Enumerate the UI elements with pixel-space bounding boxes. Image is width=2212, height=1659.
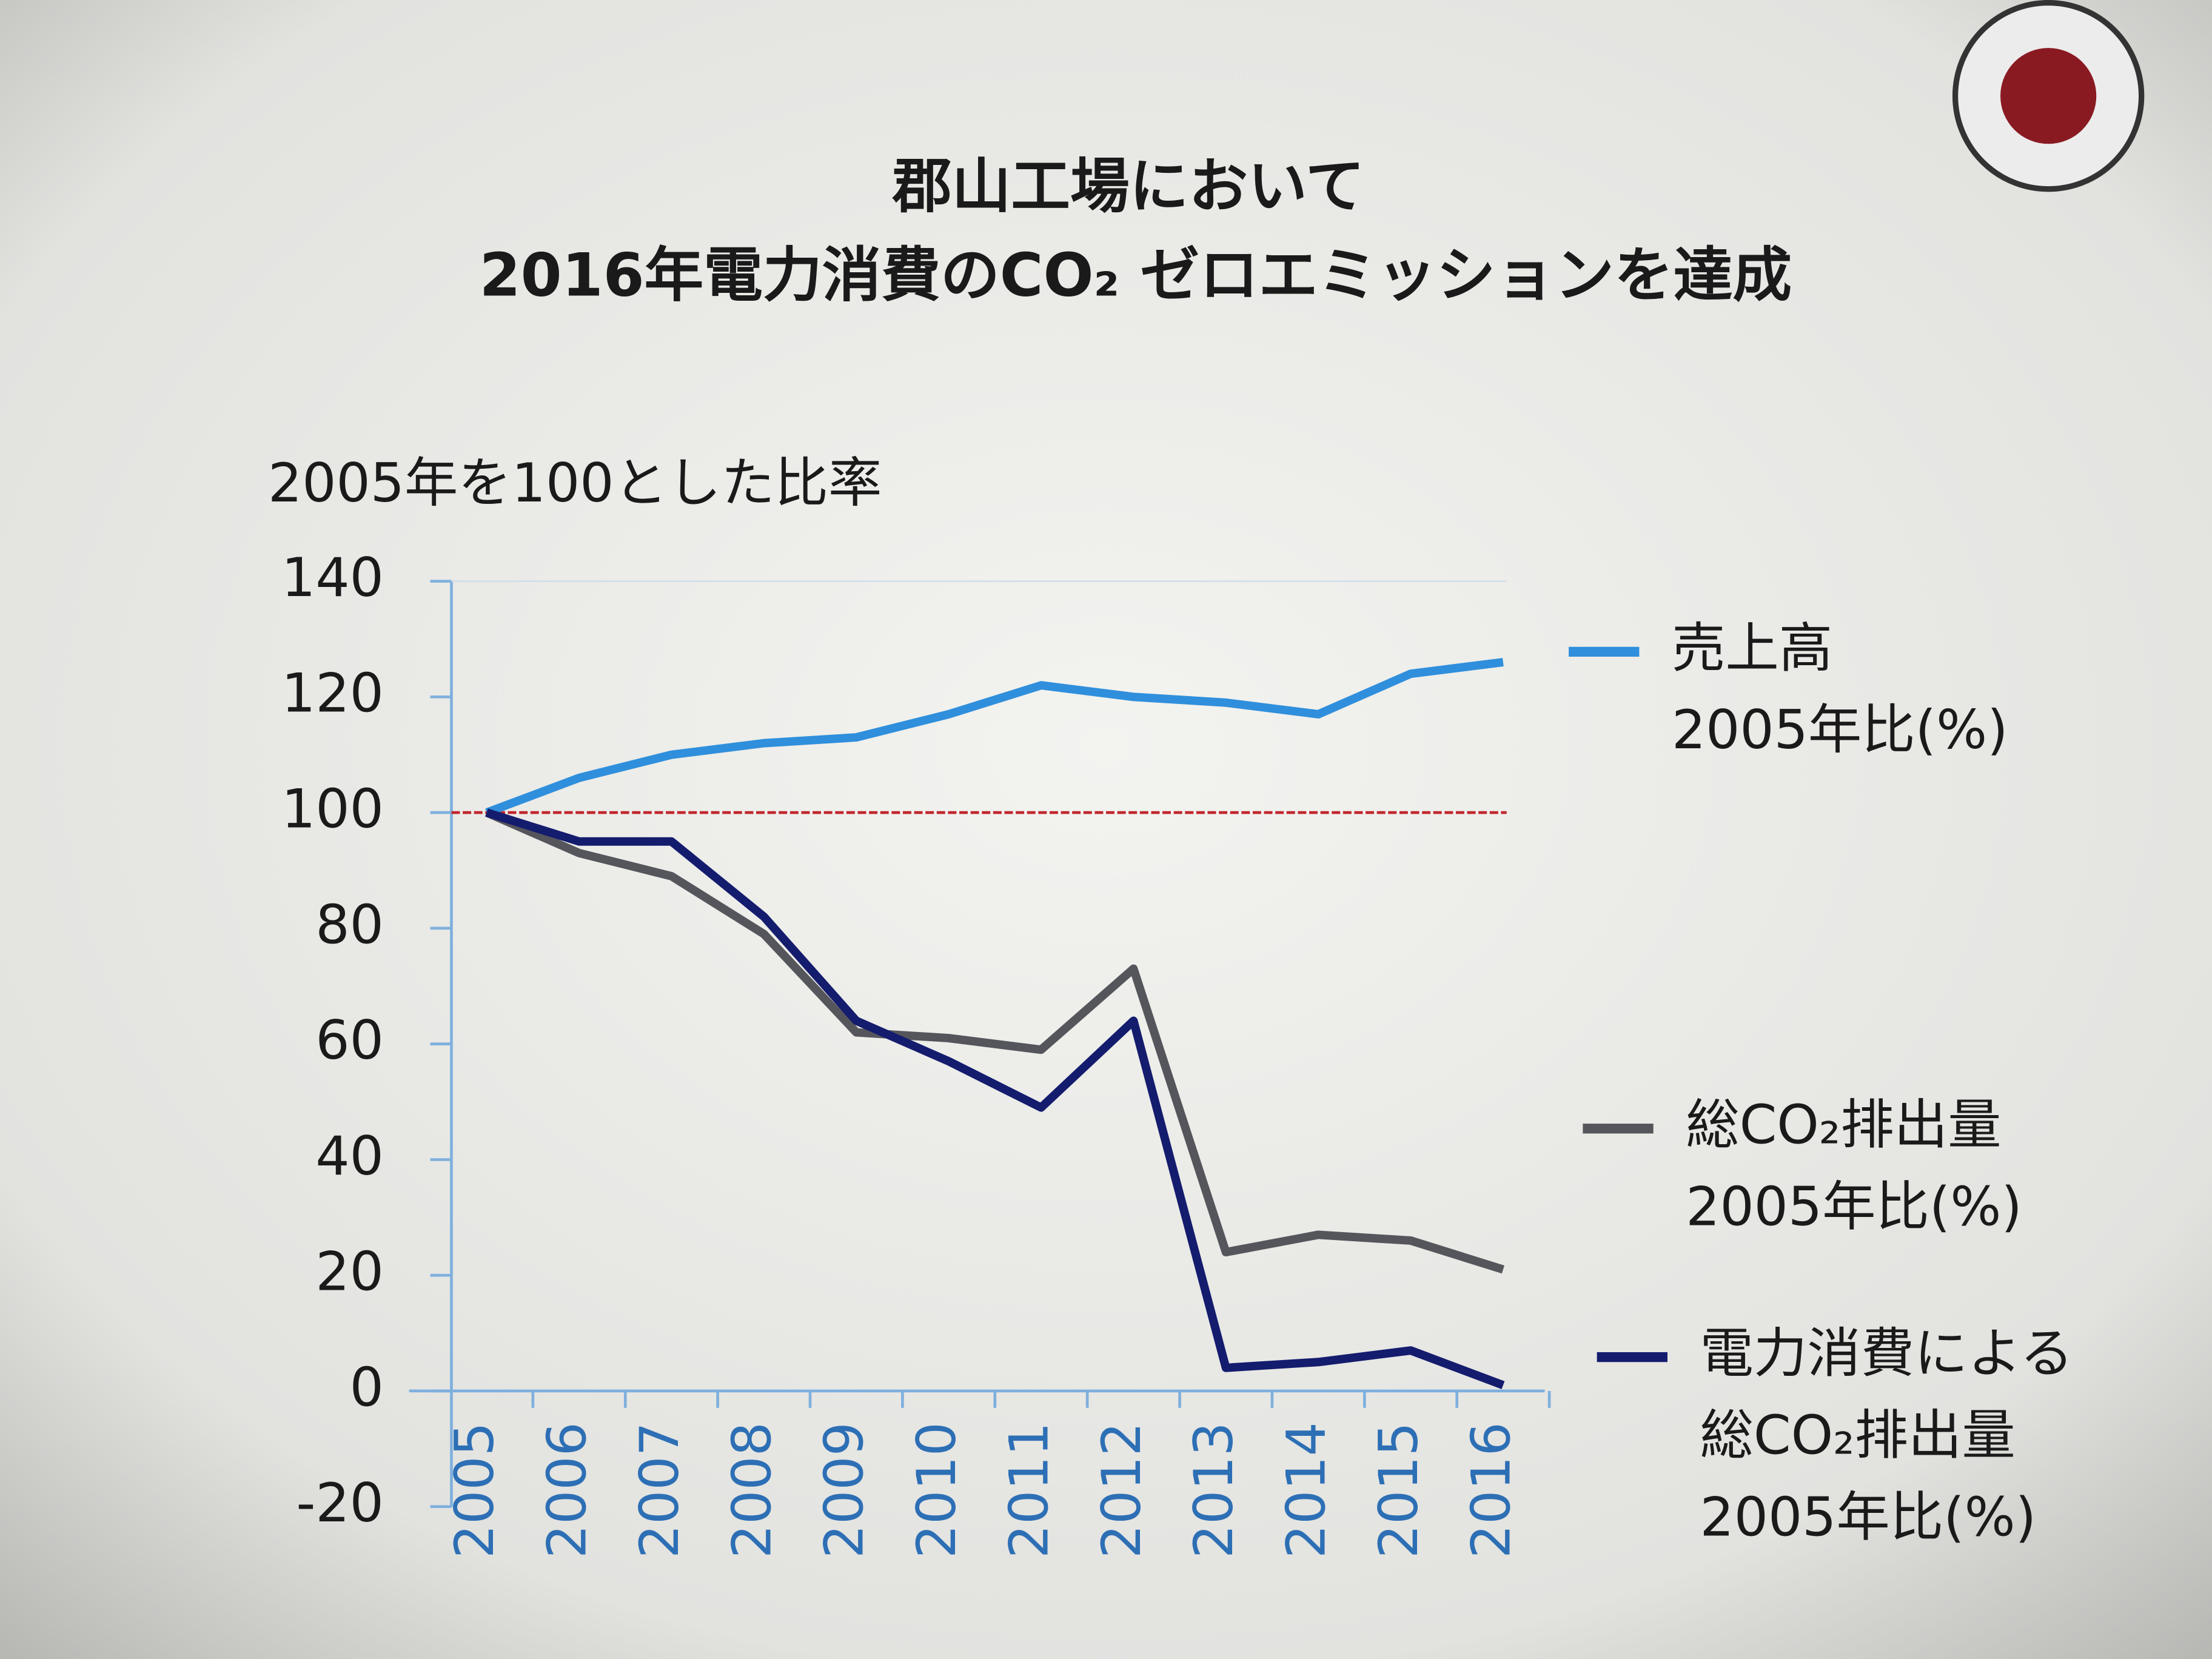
y-tick-label: 40 xyxy=(315,1125,383,1187)
y-tick-label: 0 xyxy=(350,1356,384,1418)
legend-label: 2005年比(%) xyxy=(1700,1486,2036,1548)
chart-title: 2016年電力消費のCO₂ ゼロエミッションを達成 xyxy=(480,241,1792,310)
x-tick-label: 2011 xyxy=(997,1422,1060,1558)
x-tick-label: 2015 xyxy=(1367,1422,1430,1558)
x-tick-label: 2005 xyxy=(443,1422,506,1558)
y-tick-label: 20 xyxy=(315,1241,383,1303)
x-tick-label: 2006 xyxy=(535,1422,598,1558)
record-dot[interactable] xyxy=(2000,48,2097,144)
x-tick-label: 2009 xyxy=(813,1422,876,1558)
series-line xyxy=(485,808,1505,1389)
legend-label: 2005年比(%) xyxy=(1672,699,2008,761)
series-line xyxy=(484,808,1505,1274)
legend-label: 電力消費による xyxy=(1700,1322,2073,1385)
x-tick-label: 2008 xyxy=(720,1422,783,1558)
series-line xyxy=(485,658,1504,817)
chart-title: 郡山工場において xyxy=(892,152,1365,221)
record-button[interactable] xyxy=(1952,0,2145,192)
legend-label: 2005年比(%) xyxy=(1686,1176,2022,1238)
x-tick-label: 2012 xyxy=(1090,1422,1153,1558)
y-tick-label: -20 xyxy=(296,1472,383,1534)
y-tick-label: 120 xyxy=(281,662,384,725)
y-tick-label: 100 xyxy=(281,777,384,840)
y-tick-label: 140 xyxy=(281,546,384,609)
y-tick-label: 60 xyxy=(315,1009,383,1071)
y-axis-label: 2005年を100とした比率 xyxy=(268,452,882,514)
y-tick-label: 80 xyxy=(315,893,383,956)
legend-label: 総CO₂排出量 xyxy=(1686,1094,2001,1156)
x-tick-label: 2016 xyxy=(1460,1422,1522,1558)
x-tick-label: 2013 xyxy=(1182,1422,1245,1558)
legend-label: 売上高 xyxy=(1672,617,1832,679)
x-tick-label: 2007 xyxy=(628,1422,691,1558)
x-tick-label: 2014 xyxy=(1275,1422,1338,1558)
x-tick-label: 2010 xyxy=(905,1422,968,1558)
legend-label: 総CO₂排出量 xyxy=(1700,1404,2015,1466)
